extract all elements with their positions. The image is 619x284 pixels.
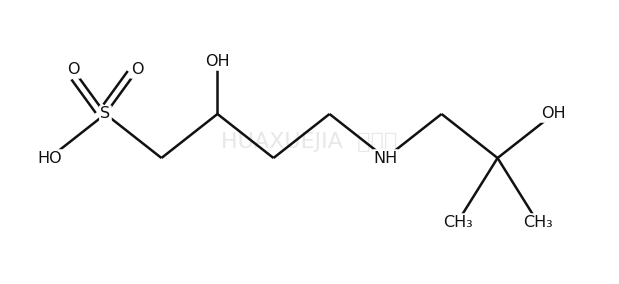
Text: O: O xyxy=(67,62,80,78)
Text: OH: OH xyxy=(205,55,230,70)
Text: OH: OH xyxy=(541,106,566,122)
Text: S: S xyxy=(100,106,110,122)
Text: HUAXUEJIA  化学加: HUAXUEJIA 化学加 xyxy=(222,132,397,152)
Text: NH: NH xyxy=(373,151,397,166)
Text: O: O xyxy=(131,62,144,78)
Text: HO: HO xyxy=(37,151,62,166)
Text: CH₃: CH₃ xyxy=(522,214,552,229)
Text: CH₃: CH₃ xyxy=(443,214,472,229)
